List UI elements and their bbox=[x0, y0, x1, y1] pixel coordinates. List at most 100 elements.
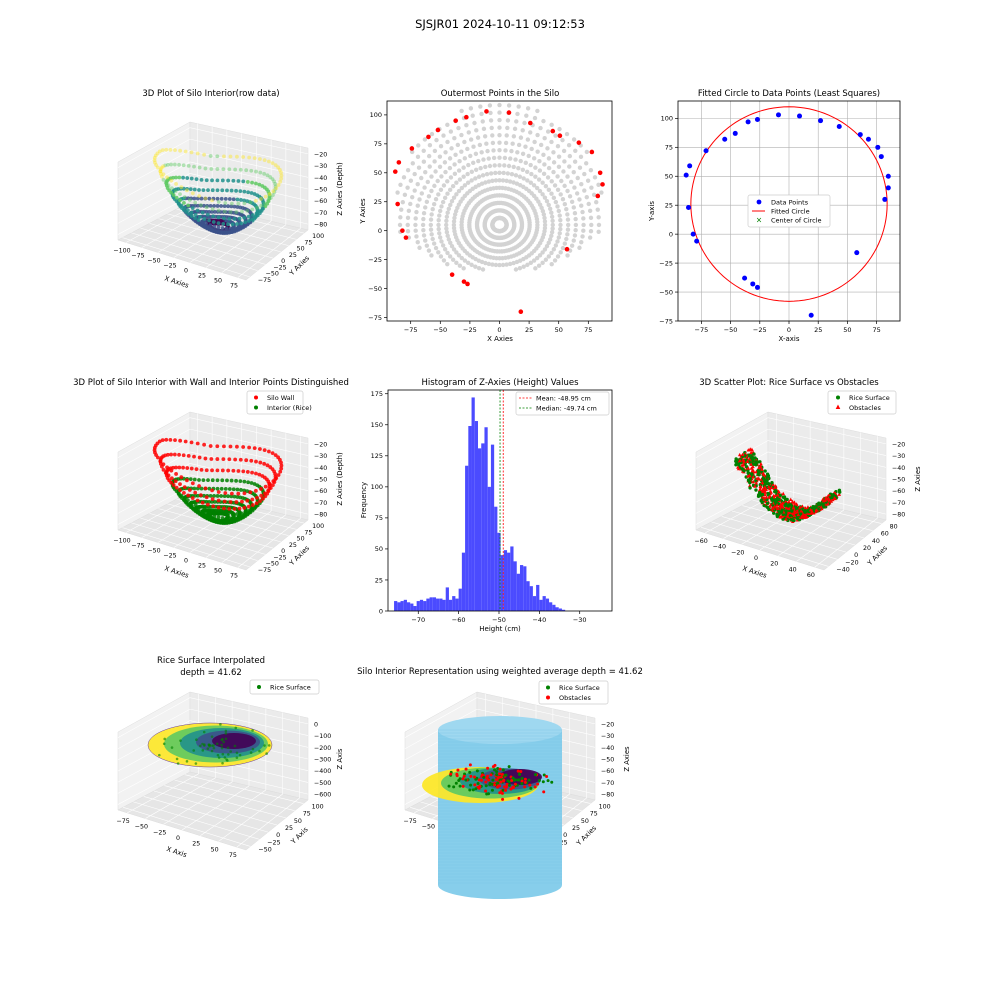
point bbox=[197, 188, 201, 192]
interior-point bbox=[484, 141, 489, 146]
obstacle-point bbox=[760, 495, 765, 499]
interior-point bbox=[525, 106, 531, 111]
point bbox=[267, 482, 272, 486]
hist-bar bbox=[490, 444, 495, 611]
point bbox=[169, 476, 174, 481]
rice-point bbox=[212, 744, 215, 747]
x-axis-label: X Axies bbox=[741, 564, 768, 580]
interior-point bbox=[545, 175, 551, 180]
obstacle-point bbox=[790, 512, 795, 516]
interior-point bbox=[436, 192, 441, 197]
interior-point bbox=[551, 169, 556, 175]
point bbox=[190, 481, 195, 486]
interior-point bbox=[448, 202, 453, 208]
point bbox=[210, 468, 214, 473]
point bbox=[268, 196, 273, 200]
point bbox=[484, 780, 488, 784]
point bbox=[186, 502, 191, 506]
point bbox=[235, 487, 240, 492]
point bbox=[273, 187, 278, 192]
y-tick-label: 75 bbox=[665, 144, 673, 152]
obstacle-point bbox=[773, 504, 777, 508]
point bbox=[232, 516, 237, 521]
interior-point bbox=[497, 178, 502, 183]
obstacle-point bbox=[749, 462, 753, 466]
interior-point bbox=[476, 174, 482, 179]
interior-point bbox=[419, 175, 424, 181]
z-tick-label: −100 bbox=[314, 733, 331, 740]
y-tick-label: 175 bbox=[371, 390, 383, 398]
interior-point bbox=[430, 236, 435, 242]
interior-point bbox=[442, 160, 448, 165]
data-point bbox=[854, 250, 860, 256]
grid-line bbox=[174, 779, 295, 812]
interior-point bbox=[444, 230, 450, 235]
point bbox=[209, 167, 214, 171]
legend-rice-surface-interp: Rice Surface bbox=[270, 684, 311, 692]
data-point bbox=[694, 238, 700, 244]
interior-point bbox=[540, 260, 545, 266]
panel-outermost-title: Outermost Points in the Silo bbox=[441, 89, 560, 99]
point bbox=[189, 214, 194, 218]
interior-point bbox=[451, 195, 457, 200]
outer-point bbox=[464, 114, 469, 120]
point bbox=[226, 468, 231, 473]
interior-point bbox=[595, 207, 600, 212]
interior-point bbox=[545, 146, 550, 151]
interior-point bbox=[513, 267, 519, 272]
point bbox=[222, 154, 226, 159]
point bbox=[199, 468, 204, 472]
point bbox=[208, 493, 213, 498]
rice-point bbox=[226, 759, 229, 762]
obstacle-point bbox=[741, 458, 746, 462]
rice-point bbox=[770, 481, 774, 485]
y-tick-label: 75 bbox=[374, 140, 382, 148]
interior-point bbox=[529, 171, 534, 177]
interior-point bbox=[586, 201, 591, 207]
point bbox=[259, 487, 263, 491]
point bbox=[250, 207, 255, 212]
rice-point bbox=[219, 723, 222, 726]
interior-point bbox=[569, 243, 575, 248]
interior-point bbox=[453, 152, 458, 157]
point bbox=[504, 785, 508, 789]
interior-point bbox=[426, 153, 432, 159]
point bbox=[216, 215, 221, 220]
point bbox=[266, 488, 271, 493]
point bbox=[212, 514, 217, 519]
point bbox=[159, 165, 164, 170]
interior-point bbox=[511, 260, 516, 266]
point bbox=[241, 179, 246, 184]
z-tick-label: −50 bbox=[892, 477, 905, 484]
point bbox=[182, 205, 187, 210]
interior-point bbox=[568, 179, 574, 185]
point bbox=[504, 773, 508, 777]
interior-point bbox=[569, 199, 575, 205]
interior-point bbox=[486, 179, 492, 184]
rice-point bbox=[790, 509, 794, 513]
point bbox=[220, 516, 225, 520]
point bbox=[204, 468, 209, 473]
point bbox=[215, 204, 220, 208]
interior-point bbox=[491, 155, 497, 161]
interior-point bbox=[546, 165, 552, 171]
point bbox=[235, 154, 239, 159]
interior-point bbox=[521, 264, 526, 269]
x-tick-label: −40 bbox=[713, 544, 726, 551]
point bbox=[250, 470, 254, 475]
interior-point bbox=[456, 168, 462, 173]
legend-rice-surface-silo: Rice Surface bbox=[559, 684, 600, 692]
point bbox=[499, 780, 503, 784]
point bbox=[215, 167, 220, 171]
z-tick-label: −20 bbox=[601, 721, 614, 728]
point bbox=[477, 786, 481, 790]
obstacle-point bbox=[823, 498, 827, 502]
obstacle-point bbox=[794, 502, 799, 506]
obstacle-point bbox=[792, 508, 797, 513]
rice-point bbox=[201, 749, 205, 752]
interior-point bbox=[537, 168, 543, 173]
point bbox=[211, 214, 216, 219]
interior-point bbox=[449, 243, 455, 249]
grid-line bbox=[695, 451, 887, 492]
interior-point bbox=[427, 164, 432, 169]
